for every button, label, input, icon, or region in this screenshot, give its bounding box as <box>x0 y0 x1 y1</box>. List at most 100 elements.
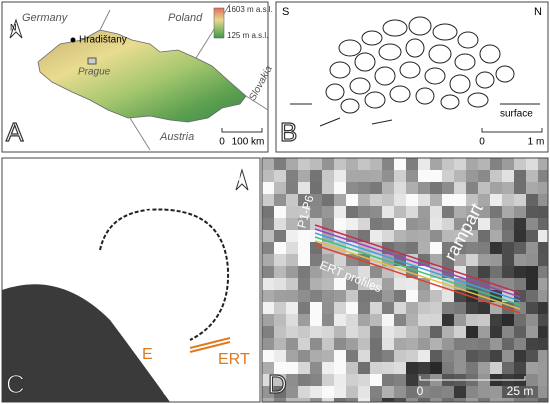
raster-cell <box>346 290 358 302</box>
raster-cell <box>406 254 418 266</box>
raster-cell <box>490 158 502 170</box>
raster-cell <box>406 266 418 278</box>
raster-cell <box>418 302 430 314</box>
raster-cell <box>466 398 478 402</box>
raster-cell <box>514 266 526 278</box>
raster-cell <box>430 314 442 326</box>
raster-cell <box>298 326 310 338</box>
raster-cell <box>298 362 310 374</box>
raster-cell <box>514 254 526 266</box>
dem-raster <box>262 158 548 402</box>
scale-label: 0 <box>417 384 424 398</box>
raster-cell <box>346 314 358 326</box>
north-label: N <box>234 172 241 182</box>
border <box>99 3 269 151</box>
raster-cell <box>322 362 334 374</box>
raster-cell <box>394 230 406 242</box>
raster-cell <box>394 218 406 230</box>
raster-cell <box>274 314 286 326</box>
raster-cell <box>478 302 490 314</box>
raster-cell <box>358 374 370 386</box>
raster-cell <box>418 230 430 242</box>
raster-cell <box>394 170 406 182</box>
raster-cell <box>298 314 310 326</box>
raster-cell <box>394 362 406 374</box>
raster-cell <box>514 362 526 374</box>
raster-cell <box>310 218 322 230</box>
raster-cell <box>370 266 382 278</box>
raster-cell <box>466 326 478 338</box>
raster-cell <box>310 242 322 254</box>
raster-cell <box>274 218 286 230</box>
raster-cell <box>346 206 358 218</box>
raster-cell <box>442 350 454 362</box>
raster-cell <box>382 230 394 242</box>
raster-cell <box>466 194 478 206</box>
raster-cell <box>490 326 502 338</box>
raster-cell <box>490 350 502 362</box>
raster-cell <box>442 386 454 398</box>
raster-cell <box>346 278 358 290</box>
raster-cell <box>502 278 514 290</box>
raster-cell <box>286 206 298 218</box>
raster-cell <box>274 266 286 278</box>
scale-bar <box>481 128 543 133</box>
raster-cell <box>490 338 502 350</box>
raster-cell <box>442 182 454 194</box>
raster-cell <box>454 206 466 218</box>
raster-cell <box>454 230 466 242</box>
raster-cell <box>286 170 298 182</box>
raster-cell <box>454 242 466 254</box>
raster-cell <box>454 278 466 290</box>
raster-cell <box>514 278 526 290</box>
raster-cell <box>514 290 526 302</box>
raster-cell <box>286 326 298 338</box>
raster-cell <box>418 398 430 402</box>
raster-cell <box>262 314 274 326</box>
raster-cell <box>442 362 454 374</box>
raster-cell <box>430 158 442 170</box>
raster-cell <box>526 194 538 206</box>
raster-cell <box>310 386 322 398</box>
raster-cell <box>310 170 322 182</box>
raster-cell <box>538 266 548 278</box>
raster-cell <box>418 338 430 350</box>
raster-cell <box>334 302 346 314</box>
raster-cell <box>478 182 490 194</box>
raster-cell <box>454 398 466 402</box>
raster-cell <box>298 182 310 194</box>
panel-d: P1-P6 ERT profiles rampart 0 25 m D <box>261 157 549 403</box>
city-marker <box>87 57 97 65</box>
panel-frame <box>1 1 269 153</box>
raster-cell <box>454 386 466 398</box>
raster-cell <box>406 314 418 326</box>
raster-cell <box>430 170 442 182</box>
raster-cell <box>334 326 346 338</box>
raster-cell <box>406 170 418 182</box>
raster-cell <box>274 206 286 218</box>
raster-cell <box>526 278 538 290</box>
raster-cell <box>262 170 274 182</box>
raster-cell <box>274 242 286 254</box>
raster-cell <box>310 302 322 314</box>
north-arrow <box>9 18 23 39</box>
raster-cell <box>382 158 394 170</box>
raster-cell <box>490 362 502 374</box>
raster-cell <box>310 194 322 206</box>
raster-cell <box>442 266 454 278</box>
raster-cell <box>382 206 394 218</box>
surface-label: surface <box>500 109 533 120</box>
raster-cell <box>394 278 406 290</box>
raster-cell <box>502 170 514 182</box>
raster-cell <box>370 206 382 218</box>
raster-cell <box>358 290 370 302</box>
raster-cell <box>502 206 514 218</box>
raster-cell <box>370 278 382 290</box>
raster-cell <box>298 170 310 182</box>
raster-cell <box>286 350 298 362</box>
raster-cell <box>502 218 514 230</box>
raster-cell <box>322 398 334 402</box>
raster-cell <box>418 350 430 362</box>
raster-cell <box>454 158 466 170</box>
raster-cell <box>538 158 548 170</box>
